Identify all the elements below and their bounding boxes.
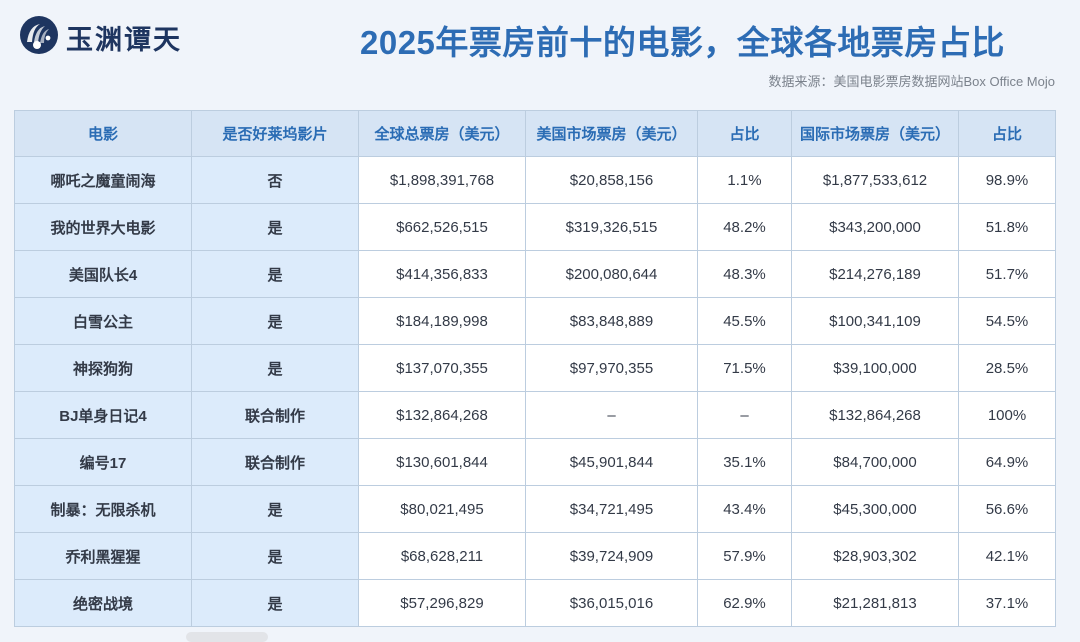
cell-intl-gross: $28,903,302 — [791, 532, 959, 580]
cell-movie: 乔利黑猩猩 — [14, 532, 192, 580]
table-row: 美国队长4 是 $414,356,833 $200,080,644 48.3% … — [14, 250, 1056, 298]
cell-global-gross: $184,189,998 — [358, 297, 526, 345]
cell-hollywood: 是 — [191, 297, 359, 345]
cell-us-share: 45.5% — [697, 297, 792, 345]
col-header-intl-share: 占比 — [958, 110, 1056, 157]
cell-intl-share: 37.1% — [958, 579, 1056, 627]
cell-us-share: 48.2% — [697, 203, 792, 251]
cell-global-gross: $662,526,515 — [358, 203, 526, 251]
cell-intl-share: 42.1% — [958, 532, 1056, 580]
cell-hollywood: 是 — [191, 579, 359, 627]
col-header-movie: 电影 — [14, 110, 192, 157]
page-title: 2025年票房前十的电影，全球各地票房占比 — [360, 24, 1005, 61]
bottom-partial-element — [186, 632, 268, 642]
cell-intl-share: 64.9% — [958, 438, 1056, 486]
cell-us-gross: $36,015,016 — [525, 579, 698, 627]
table-row: 神探狗狗 是 $137,070,355 $97,970,355 71.5% $3… — [14, 344, 1056, 392]
cell-intl-share: 56.6% — [958, 485, 1056, 533]
table-header-row: 电影 是否好莱坞影片 全球总票房（美元） 美国市场票房（美元） 占比 国际市场票… — [14, 110, 1056, 157]
cell-hollywood: 联合制作 — [191, 391, 359, 439]
cell-us-gross: $20,858,156 — [525, 156, 698, 204]
cell-intl-gross: $45,300,000 — [791, 485, 959, 533]
box-office-table: 电影 是否好莱坞影片 全球总票房（美元） 美国市场票房（美元） 占比 国际市场票… — [14, 110, 1056, 627]
yuyuantantian-wave-logo-icon — [20, 16, 58, 59]
cell-hollywood: 是 — [191, 485, 359, 533]
cell-movie: 哪吒之魔童闹海 — [14, 156, 192, 204]
cell-hollywood: 联合制作 — [191, 438, 359, 486]
cell-intl-gross: $84,700,000 — [791, 438, 959, 486]
cell-intl-gross: $100,341,109 — [791, 297, 959, 345]
cell-us-share: 62.9% — [697, 579, 792, 627]
cell-intl-share: 51.7% — [958, 250, 1056, 298]
cell-movie: 编号17 — [14, 438, 192, 486]
col-header-global-gross: 全球总票房（美元） — [358, 110, 526, 157]
col-header-us-gross: 美国市场票房（美元） — [525, 110, 698, 157]
cell-global-gross: $137,070,355 — [358, 344, 526, 392]
cell-global-gross: $1,898,391,768 — [358, 156, 526, 204]
table-row: 白雪公主 是 $184,189,998 $83,848,889 45.5% $1… — [14, 297, 1056, 345]
cell-global-gross: $68,628,211 — [358, 532, 526, 580]
cell-hollywood: 是 — [191, 344, 359, 392]
cell-movie: 我的世界大电影 — [14, 203, 192, 251]
table-row: 乔利黑猩猩 是 $68,628,211 $39,724,909 57.9% $2… — [14, 532, 1056, 580]
cell-hollywood: 否 — [191, 156, 359, 204]
cell-movie: 白雪公主 — [14, 297, 192, 345]
cell-intl-gross: $1,877,533,612 — [791, 156, 959, 204]
cell-intl-gross: $343,200,000 — [791, 203, 959, 251]
table-row: BJ单身日记4 联合制作 $132,864,268 – – $132,864,2… — [14, 391, 1056, 439]
table-row: 编号17 联合制作 $130,601,844 $45,901,844 35.1%… — [14, 438, 1056, 486]
cell-global-gross: $130,601,844 — [358, 438, 526, 486]
cell-global-gross: $80,021,495 — [358, 485, 526, 533]
cell-intl-share: 54.5% — [958, 297, 1056, 345]
cell-us-gross: $319,326,515 — [525, 203, 698, 251]
cell-intl-share: 51.8% — [958, 203, 1056, 251]
logo: 玉渊谭天 — [20, 16, 182, 59]
cell-intl-gross: $132,864,268 — [791, 391, 959, 439]
cell-us-gross: – — [525, 391, 698, 439]
cell-us-share: 57.9% — [697, 532, 792, 580]
cell-us-share: 48.3% — [697, 250, 792, 298]
cell-intl-share: 98.9% — [958, 156, 1056, 204]
table-row: 哪吒之魔童闹海 否 $1,898,391,768 $20,858,156 1.1… — [14, 156, 1056, 204]
cell-movie: 美国队长4 — [14, 250, 192, 298]
cell-global-gross: $132,864,268 — [358, 391, 526, 439]
logo-text: 玉渊谭天 — [66, 25, 182, 55]
cell-movie: 制暴：无限杀机 — [14, 485, 192, 533]
cell-us-share: 1.1% — [697, 156, 792, 204]
cell-us-gross: $200,080,644 — [525, 250, 698, 298]
cell-intl-share: 28.5% — [958, 344, 1056, 392]
table-row: 我的世界大电影 是 $662,526,515 $319,326,515 48.2… — [14, 203, 1056, 251]
cell-us-gross: $34,721,495 — [525, 485, 698, 533]
cell-hollywood: 是 — [191, 532, 359, 580]
cell-us-gross: $83,848,889 — [525, 297, 698, 345]
cell-us-share: 71.5% — [697, 344, 792, 392]
cell-us-gross: $97,970,355 — [525, 344, 698, 392]
cell-intl-gross: $21,281,813 — [791, 579, 959, 627]
cell-us-share: 43.4% — [697, 485, 792, 533]
data-source-caption: 数据来源：美国电影票房数据网站Box Office Mojo — [768, 74, 1055, 89]
col-header-us-share: 占比 — [697, 110, 792, 157]
cell-hollywood: 是 — [191, 203, 359, 251]
cell-movie: 绝密战境 — [14, 579, 192, 627]
cell-movie: BJ单身日记4 — [14, 391, 192, 439]
col-header-hollywood: 是否好莱坞影片 — [191, 110, 359, 157]
cell-intl-gross: $214,276,189 — [791, 250, 959, 298]
cell-us-share: 35.1% — [697, 438, 792, 486]
cell-us-gross: $45,901,844 — [525, 438, 698, 486]
cell-global-gross: $414,356,833 — [358, 250, 526, 298]
table-row: 绝密战境 是 $57,296,829 $36,015,016 62.9% $21… — [14, 579, 1056, 627]
cell-us-share: – — [697, 391, 792, 439]
cell-intl-gross: $39,100,000 — [791, 344, 959, 392]
cell-movie: 神探狗狗 — [14, 344, 192, 392]
table-row: 制暴：无限杀机 是 $80,021,495 $34,721,495 43.4% … — [14, 485, 1056, 533]
col-header-intl-gross: 国际市场票房（美元） — [791, 110, 959, 157]
cell-intl-share: 100% — [958, 391, 1056, 439]
cell-global-gross: $57,296,829 — [358, 579, 526, 627]
cell-hollywood: 是 — [191, 250, 359, 298]
cell-us-gross: $39,724,909 — [525, 532, 698, 580]
